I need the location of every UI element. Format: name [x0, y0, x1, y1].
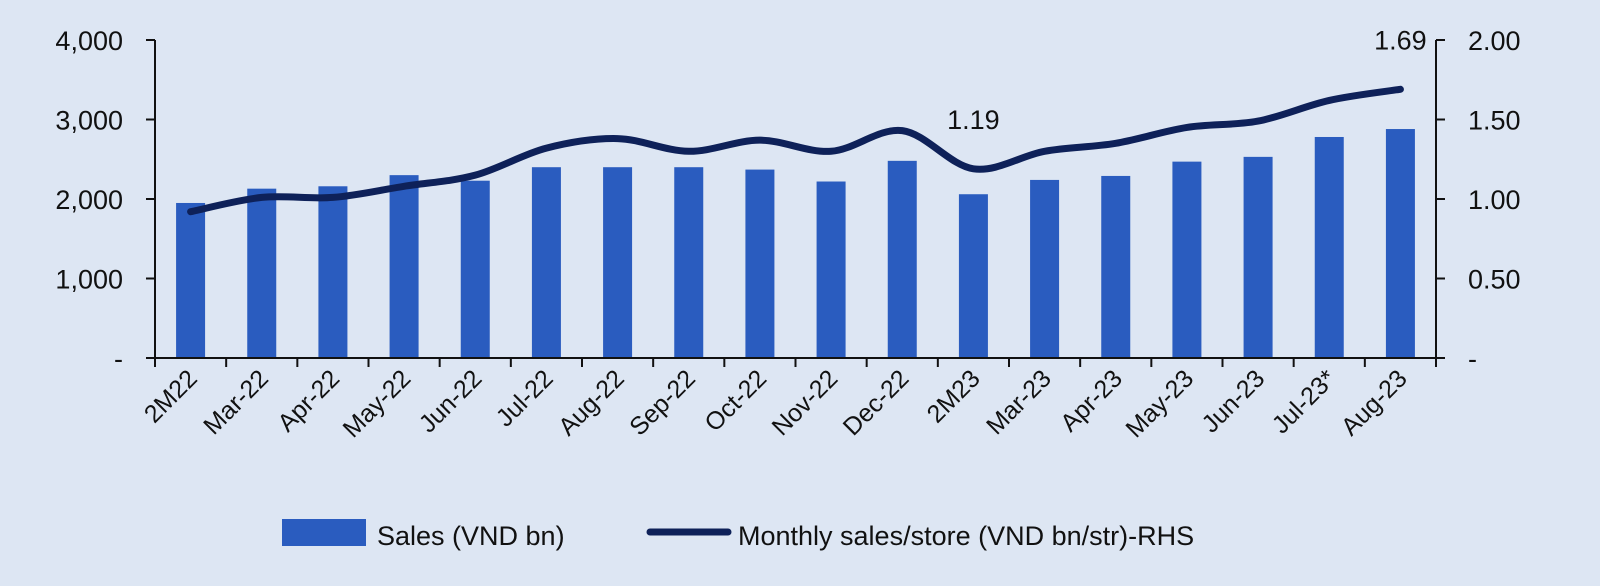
- sales-bar: [887, 160, 917, 358]
- sales-bars: [176, 129, 1415, 358]
- sales-bar: [247, 188, 277, 358]
- legend-sales-label: Sales (VND bn): [377, 521, 565, 551]
- left-tick-label: 3,000: [55, 106, 123, 136]
- sales-bar: [1030, 179, 1060, 358]
- x-tick-label: Dec-22: [838, 364, 915, 441]
- x-tick-label: Oct-22: [699, 364, 772, 437]
- x-tick-label: Aug-22: [553, 364, 630, 441]
- sales-bar: [1243, 156, 1273, 358]
- sales-bar: [816, 181, 846, 358]
- x-tick-label: Jul-23*: [1267, 364, 1342, 439]
- x-tick-label: Jul-22: [491, 364, 559, 432]
- sales-bar: [318, 186, 348, 358]
- x-tick-label: Nov-22: [767, 364, 844, 441]
- sales-bar: [389, 175, 419, 358]
- legend-line-label: Monthly sales/store (VND bn/str)-RHS: [738, 521, 1194, 551]
- right-tick-label: -: [1468, 344, 1477, 374]
- legend-sales-swatch: [282, 519, 366, 546]
- left-tick-label: 4,000: [55, 26, 123, 56]
- legend: Sales (VND bn) Monthly sales/store (VND …: [282, 519, 1194, 551]
- right-tick-label: 1.50: [1468, 106, 1521, 136]
- right-tick-label: 0.50: [1468, 265, 1521, 295]
- sales-bar: [176, 202, 206, 358]
- sales-bar: [460, 180, 490, 358]
- x-tick-label: Mar-23: [981, 364, 1057, 440]
- sales-bar: [531, 167, 561, 358]
- right-tick-label: 2.00: [1468, 26, 1521, 56]
- x-tick-label: Sep-22: [624, 364, 701, 441]
- sales-bar: [674, 167, 704, 358]
- left-tick-label: 1,000: [55, 265, 123, 295]
- x-tick-label: Aug-23: [1336, 364, 1413, 441]
- right-tick-label: 1.00: [1468, 185, 1521, 215]
- axes: [154, 40, 1437, 367]
- x-tick-label: Mar-22: [198, 364, 274, 440]
- right-axis: - 0.50 1.00 1.50 2.00: [1436, 26, 1521, 374]
- sales-per-store-line: [187, 85, 1404, 216]
- x-tick-label: Jun-22: [414, 364, 488, 438]
- left-tick-label: -: [114, 344, 123, 374]
- sales-per-store-line-layer: [187, 85, 1404, 216]
- data-label: 1.69: [1374, 25, 1427, 55]
- annotations: 1.19 1.69: [947, 25, 1427, 134]
- x-tick-label: Apr-22: [272, 364, 345, 437]
- sales-bar: [1172, 161, 1202, 358]
- left-axis: - 1,000 2,000 3,000 4,000: [55, 26, 155, 374]
- sales-bar: [1101, 175, 1131, 358]
- sales-bar: [603, 167, 633, 358]
- x-tick-label: Jun-23: [1196, 364, 1270, 438]
- left-tick-label: 2,000: [55, 185, 123, 215]
- x-tick-label: 2M23: [922, 364, 986, 428]
- sales-bar: [1314, 136, 1344, 358]
- sales-bar: [745, 169, 775, 358]
- sales-bar: [958, 194, 988, 358]
- x-tick-label: Apr-23: [1055, 364, 1128, 437]
- x-tick-label: May-23: [1120, 364, 1199, 443]
- x-tick-label: May-22: [338, 364, 417, 443]
- data-label: 1.19: [947, 105, 1000, 135]
- sales-bar: [1385, 129, 1415, 358]
- x-tick-label: 2M22: [139, 364, 203, 428]
